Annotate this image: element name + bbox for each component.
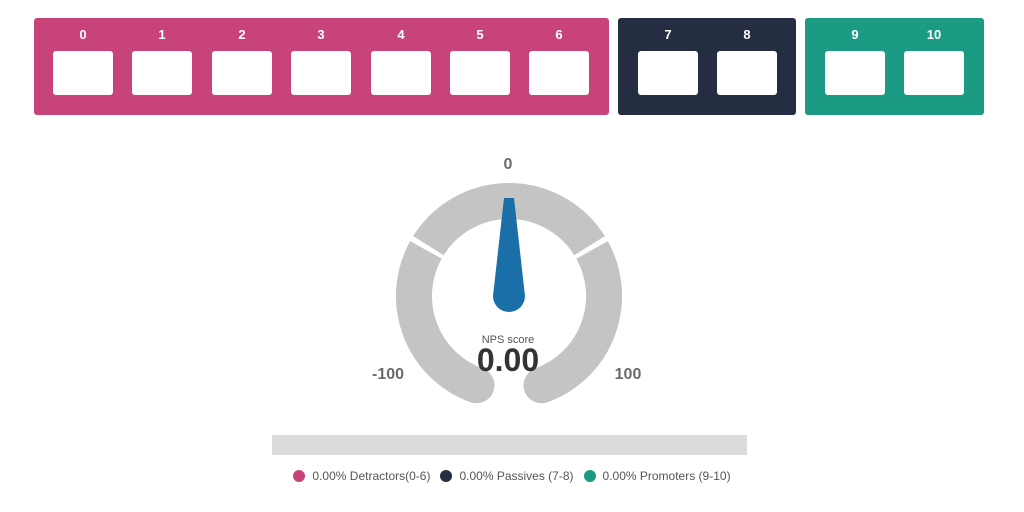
passives-group: 7 8: [618, 18, 796, 115]
scale-number: 3: [317, 27, 325, 42]
score-button-1[interactable]: [132, 51, 192, 95]
scale-number: 8: [743, 27, 751, 42]
breakdown-bar: [272, 435, 747, 455]
legend-text: 0.00% Detractors(0-6): [312, 469, 431, 483]
scale-number: 1: [158, 27, 166, 42]
legend-item-passives: 0.00% Passives (7-8): [440, 469, 574, 483]
score-button-5[interactable]: [450, 51, 510, 95]
score-button-4[interactable]: [371, 51, 431, 95]
scale-cell-3: 3: [291, 18, 351, 115]
score-button-0[interactable]: [53, 51, 113, 95]
scale-number: 0: [79, 27, 87, 42]
legend-item-promoters: 0.00% Promoters (9-10): [583, 469, 731, 483]
legend-text: 0.00% Passives (7-8): [459, 469, 574, 483]
scale-number: 6: [555, 27, 563, 42]
score-button-8[interactable]: [717, 51, 777, 95]
nps-score-caption: NPS score: [481, 334, 535, 346]
scale-cell-5: 5: [450, 18, 510, 115]
score-button-7[interactable]: [638, 51, 698, 95]
score-button-6[interactable]: [529, 51, 589, 95]
nps-score-value: 0.00: [476, 342, 540, 378]
scale-number: 10: [926, 27, 942, 42]
scale-cell-9: 9: [825, 18, 885, 115]
legend-text: 0.00% Promoters (9-10): [602, 469, 731, 483]
detractors-group: 0 1 2 3 4 5 6: [34, 18, 609, 115]
legend-item-detractors: 0.00% Detractors(0-6): [293, 469, 430, 483]
scale-cell-1: 1: [132, 18, 192, 115]
score-button-9[interactable]: [825, 51, 885, 95]
scale-number: 9: [851, 27, 859, 42]
scale-number: 2: [238, 27, 246, 42]
score-button-3[interactable]: [291, 51, 351, 95]
gauge-needle: [493, 198, 525, 312]
gauge-segment-promoters: [534, 241, 623, 403]
score-button-10[interactable]: [904, 51, 964, 95]
scale-number: 5: [476, 27, 484, 42]
scale-cell-10: 10: [904, 18, 964, 115]
legend: 0.00% Detractors(0-6) 0.00% Passives (7-…: [0, 466, 1024, 486]
legend-dot: [440, 470, 453, 482]
gauge-end-cap: [458, 367, 495, 404]
gauge-max-label: 100: [614, 366, 642, 383]
nps-scale: 0 1 2 3 4 5 6 7: [0, 18, 1024, 115]
scale-number: 7: [664, 27, 672, 42]
scale-cell-0: 0: [53, 18, 113, 115]
legend-dot: [583, 470, 596, 482]
score-button-2[interactable]: [212, 51, 272, 95]
scale-cell-2: 2: [212, 18, 272, 115]
scale-number: 4: [397, 27, 405, 42]
promoters-group: 9 10: [805, 18, 984, 115]
gauge-min-label: -100: [371, 366, 405, 383]
scale-cell-4: 4: [371, 18, 431, 115]
scale-cell-6: 6: [529, 18, 589, 115]
gauge-top-label: 0: [503, 156, 513, 173]
scale-cell-8: 8: [717, 18, 777, 115]
gauge-end-cap: [523, 367, 560, 404]
legend-dot: [293, 470, 306, 482]
scale-cell-7: 7: [638, 18, 698, 115]
gauge-segment-detractors: [395, 241, 484, 403]
